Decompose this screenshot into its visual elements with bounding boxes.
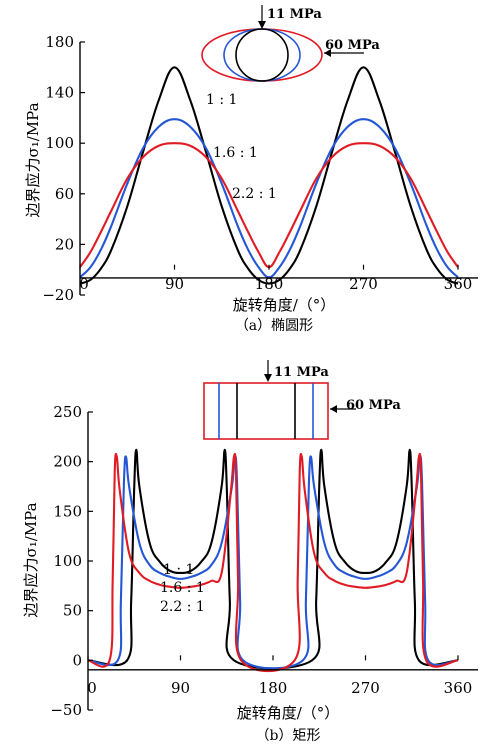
chart-a-y-tick-label-3: 100: [45, 134, 74, 152]
chart-a-x-tick-label-0: 0: [79, 275, 89, 293]
chart-a-series-line-0: [80, 66, 459, 285]
chart-a-ratio-label-1-6: 1.6 : 1: [213, 145, 258, 161]
chart-b-y-tick-label-0: −50: [50, 701, 82, 719]
chart-a-y-tick-label-4: 140: [45, 84, 74, 102]
chart-a-x-tick-label-3: 270: [349, 275, 378, 293]
chart-a-x-axis-label: 旋转角度/（°）: [233, 296, 336, 314]
chart-b-y-tick-label-4: 150: [53, 502, 82, 520]
chart-a-y-tick-label-0: −20: [42, 286, 74, 304]
chart-a-y-axis-label: 边界应力σ₁/MPa: [24, 102, 42, 217]
chart-b-caption: （b）矩形: [256, 728, 321, 744]
chart-b-top-load-label: 11 MPa: [274, 365, 329, 380]
chart-b-y-axis-label: 边界应力σ₁/MPa: [22, 502, 40, 617]
chart-b-x-tick-label-2: 180: [259, 679, 288, 697]
chart-b-series-line-2: [88, 452, 459, 672]
chart-a-y-tick-label-2: 60: [55, 185, 74, 203]
chart-b-y-tick-label-3: 100: [53, 552, 82, 570]
chart-b-ratio-label-1-1: 1 : 1: [163, 562, 194, 578]
chart-a-x-tick-label-2: 180: [255, 275, 284, 293]
chart-b-side-load-label: 60 MPa: [346, 398, 401, 413]
chart-b-y-tick-label-6: 250: [53, 403, 82, 421]
chart-a-inset-ellipse: [201, 5, 364, 82]
chart-b-x-tick-label-0: 0: [87, 679, 97, 697]
chart-b-ratio-label-1-6: 1.6 : 1: [160, 580, 205, 596]
chart-a-x-tick-label-1: 90: [165, 275, 184, 293]
chart-a-y-tick-label-5: 180: [45, 33, 74, 51]
chart-b-x-axis-label: 旋转角度/（°）: [237, 704, 340, 722]
chart-b-ratio-label-2-2: 2.2 : 1: [160, 599, 205, 615]
chart-a-ratio-label-2-2: 2.2 : 1: [232, 186, 277, 202]
chart-b-x-tick-label-1: 90: [171, 679, 190, 697]
chart-a-side-load-label: 60 MPa: [325, 38, 380, 53]
chart-a-top-load-label: 11 MPa: [267, 7, 322, 22]
chart-b-series-line-0: [88, 448, 459, 670]
chart-b-inset-rectangle: [203, 360, 356, 440]
chart-b-y-tick-label-2: 50: [63, 602, 82, 620]
chart-a-x-tick-label-4: 360: [444, 275, 473, 293]
chart-a-y-tick-label-1: 20: [55, 235, 74, 253]
chart-a-ratio-label-1-1: 1 : 1: [206, 92, 237, 108]
chart-a: 0 90 180 270 360 −20 20 60 100 140 180 1 : 1 1.6 :…: [24, 5, 478, 334]
chart-b-y-tick-label-1: 0: [72, 651, 82, 669]
chart-b-x-tick-label-3: 270: [351, 679, 380, 697]
chart-b: 0 90 180 270 360 −50 0 50 100 150 200 250 1 : 1 1.6…: [22, 360, 478, 744]
chart-b-x-tick-label-4: 360: [444, 679, 473, 697]
chart-b-y-tick-label-5: 200: [53, 453, 82, 471]
chart-a-caption: （a）椭圆形: [235, 318, 313, 334]
chart-b-series-line-1: [88, 455, 459, 670]
